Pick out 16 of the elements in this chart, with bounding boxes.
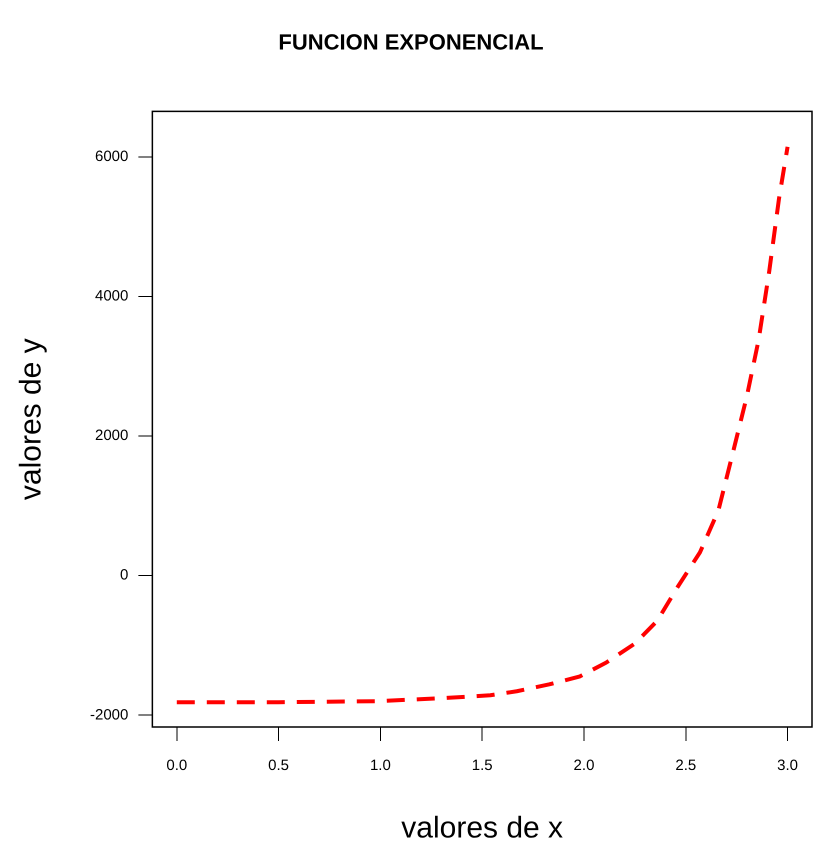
y-tick-label: 4000 <box>94 288 128 304</box>
y-tick-label: -2000 <box>90 706 128 724</box>
y-tick-label: 2000 <box>94 427 128 444</box>
x-axis-title: valores de x <box>401 811 564 844</box>
line-series <box>174 144 790 704</box>
x-tick-label: 2.0 <box>574 757 594 774</box>
x-tick-label: 1.5 <box>472 757 493 774</box>
x-tick-label: 0.0 <box>166 757 188 774</box>
y-axis-title: valores de y <box>14 338 48 500</box>
chart-title: FUNCION EXPONENCIAL <box>278 29 544 54</box>
y-tick-label: 0 <box>120 566 128 584</box>
y-tick-label: 6000 <box>94 148 128 165</box>
x-tick-label: 1.0 <box>370 757 391 774</box>
x-tick-label: 0.5 <box>268 757 290 774</box>
x-tick-label: 2.5 <box>675 757 696 774</box>
x-tick-label: 3.0 <box>777 757 798 774</box>
